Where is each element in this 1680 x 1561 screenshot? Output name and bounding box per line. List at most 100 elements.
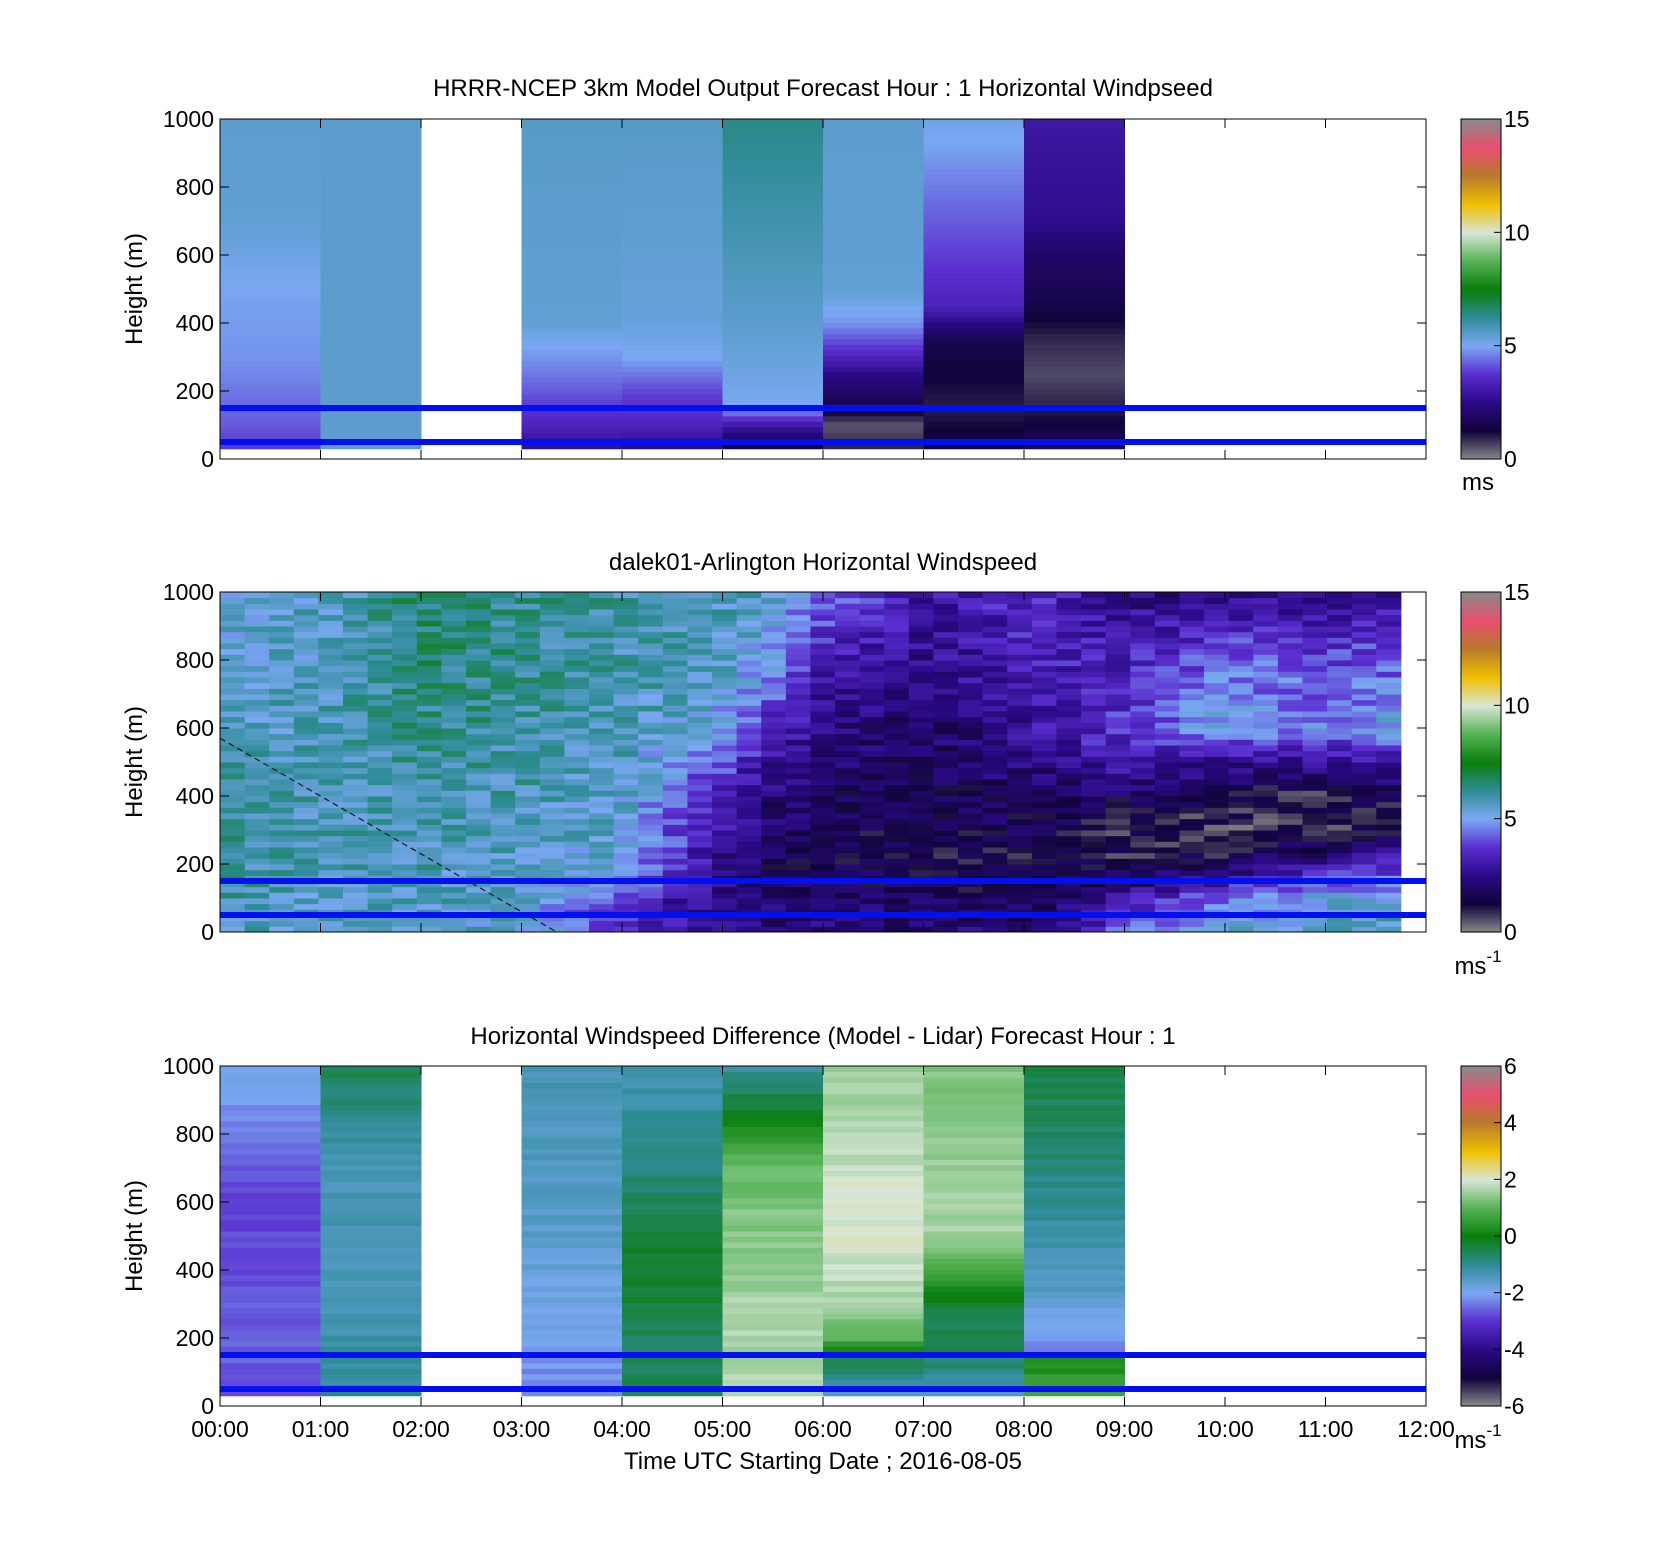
heatmap-cell: [712, 790, 738, 797]
heatmap-cell: [638, 688, 664, 695]
heatmap-cell: [933, 745, 959, 752]
heatmap-cell: [320, 1071, 422, 1078]
heatmap-cell: [722, 223, 824, 230]
heatmap-cell: [1081, 920, 1107, 927]
heatmap-cell: [1302, 688, 1328, 695]
heatmap-cell: [220, 722, 246, 729]
heatmap-cell: [1024, 1082, 1125, 1089]
colorbar-segment: [1461, 196, 1501, 199]
heatmap-cell: [923, 140, 1025, 147]
heatmap-cell: [318, 609, 344, 616]
heatmap-cell: [1024, 289, 1125, 296]
heatmap-cell: [622, 377, 723, 384]
heatmap-cell: [564, 620, 590, 627]
heatmap-cell: [958, 830, 984, 837]
heatmap-cell: [622, 234, 723, 241]
heatmap-cell: [722, 316, 824, 323]
heatmap-cell: [785, 654, 811, 661]
heatmap-cell: [622, 1203, 723, 1210]
heatmap-cell: [521, 212, 623, 219]
heatmap-cell: [1081, 665, 1107, 672]
heatmap-cell: [1351, 892, 1377, 899]
heatmap-cell: [982, 699, 1008, 706]
heatmap-cell: [220, 886, 246, 893]
heatmap-cell: [736, 728, 762, 735]
heatmap-cell: [1007, 705, 1033, 712]
heatmap-cell: [1007, 592, 1033, 599]
heatmap-cell: [564, 631, 590, 638]
heatmap-cell: [687, 750, 713, 757]
heatmap-cell: [441, 858, 467, 865]
heatmap-cell: [589, 597, 615, 604]
heatmap-cell: [244, 920, 270, 927]
heatmap-cell: [736, 722, 762, 729]
heatmap-cell: [515, 835, 541, 842]
heatmap-cell: [490, 779, 516, 786]
heatmap-cell: [589, 903, 615, 910]
heatmap-cell: [343, 603, 369, 610]
heatmap-cell: [1130, 603, 1156, 610]
heatmap-cell: [392, 920, 418, 927]
heatmap-cell: [589, 801, 615, 808]
heatmap-cell: [1031, 716, 1057, 723]
heatmap-cell: [1327, 903, 1353, 910]
heatmap-cell: [320, 421, 422, 428]
colorbar-segment: [1461, 173, 1501, 177]
heatmap-cell: [662, 841, 688, 848]
heatmap-cell: [441, 784, 467, 791]
heatmap-cell: [1277, 648, 1303, 655]
colorbar-segment: [1461, 730, 1501, 734]
heatmap-cell: [320, 1269, 422, 1276]
heatmap-cell: [908, 592, 934, 599]
heatmap-cell: [515, 705, 541, 712]
heatmap-cell: [220, 1170, 321, 1177]
colorbar-segment: [1461, 607, 1501, 611]
colorbar-segment: [1461, 375, 1501, 378]
heatmap-cell: [1031, 824, 1057, 831]
heatmap-cell: [823, 1175, 924, 1182]
heatmap-cell: [933, 733, 959, 740]
heatmap-cell: [318, 728, 344, 735]
heatmap-cell: [622, 1181, 723, 1188]
heatmap-cell: [638, 694, 664, 701]
heatmap-cell: [923, 201, 1025, 208]
colorbar-segment: [1461, 632, 1501, 636]
heatmap-cell: [343, 688, 369, 695]
heatmap-cell: [521, 1175, 623, 1182]
heatmap-cell: [318, 903, 344, 910]
heatmap-cell: [1024, 206, 1125, 213]
heatmap-cell: [1277, 790, 1303, 797]
heatmap-cell: [1228, 835, 1254, 842]
heatmap-cell: [1204, 841, 1230, 848]
heatmap-cell: [320, 261, 422, 268]
heatmap-cell: [859, 626, 885, 633]
colorbar-segment: [1461, 830, 1501, 833]
heatmap-cell: [823, 206, 924, 213]
heatmap-cell: [539, 903, 565, 910]
heatmap-cell: [1179, 903, 1205, 910]
heatmap-cell: [293, 762, 319, 769]
colorbar-segment: [1461, 438, 1501, 442]
heatmap-cell: [1351, 597, 1377, 604]
heatmap-cell: [220, 1087, 321, 1094]
heatmap-cell: [823, 1285, 924, 1292]
heatmap-cell: [923, 1170, 1025, 1177]
heatmap-cell: [622, 173, 723, 180]
heatmap-cell: [539, 603, 565, 610]
heatmap-cell: [823, 355, 924, 362]
heatmap-cell: [220, 1258, 321, 1265]
heatmap-cell: [785, 609, 811, 616]
heatmap-cell: [908, 716, 934, 723]
heatmap-cell: [933, 620, 959, 627]
heatmap-cell: [958, 864, 984, 871]
heatmap-cell: [367, 592, 393, 599]
heatmap-cell: [736, 801, 762, 808]
heatmap-cell: [539, 677, 565, 684]
heatmap-cell: [521, 1329, 623, 1336]
heatmap-cell: [884, 779, 910, 786]
heatmap-cell: [1228, 750, 1254, 757]
heatmap-cell: [622, 1274, 723, 1281]
heatmap-cell: [320, 426, 422, 433]
colorbar-segment: [1461, 456, 1501, 460]
heatmap-cell: [761, 813, 787, 820]
